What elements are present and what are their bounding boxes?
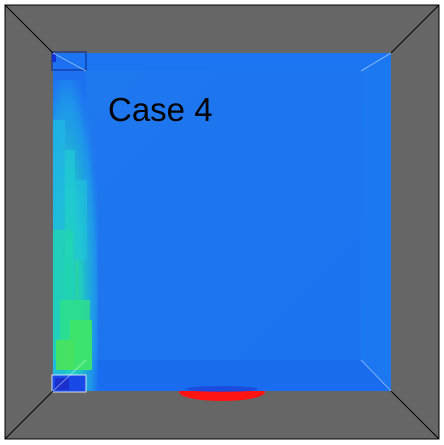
inner-edges [52,52,392,392]
outlet-bottom-left-core [55,378,69,390]
inner-edge-tr [360,52,392,72]
case-label: Case 4 [108,91,213,128]
lower-band [53,360,391,391]
back-face [86,71,361,360]
edge-bl [4,390,54,440]
right-wall [391,5,439,439]
inner-edge-tl [52,52,87,72]
right-band [361,53,391,391]
upper-band [53,53,391,71]
inner-edge-bl [52,359,87,392]
bottom-wall [5,391,439,439]
room-walls [5,5,439,439]
left-wall [5,5,53,439]
plume-strip-6 [56,340,74,370]
edge-tr [390,4,440,54]
heat-source-ring [186,386,258,392]
inlet-top-left-core [52,54,56,62]
plume-strip-5 [70,320,92,370]
velocity-field [51,51,391,401]
edge-tl [4,4,54,54]
plume-strip-7 [75,180,87,260]
top-wall [5,5,439,53]
edge-br [390,390,440,440]
outer-frame [4,4,440,440]
inner-edge-br [360,359,392,392]
room-edges [4,4,440,440]
